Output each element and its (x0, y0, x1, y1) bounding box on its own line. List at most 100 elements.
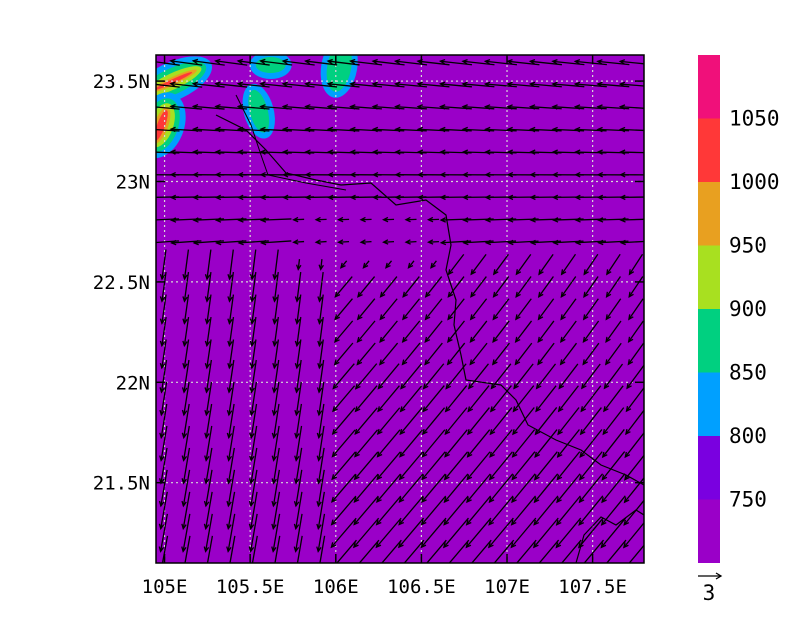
wind-vector (602, 407, 625, 436)
wind-vector-shaft (445, 363, 467, 389)
wind-vector-shaft (357, 276, 376, 298)
wind-vector-shaft (295, 381, 302, 416)
wind-vector (375, 495, 402, 526)
wind-vector-head (512, 406, 519, 413)
wind-vector (316, 381, 325, 417)
wind-vector-head (578, 519, 585, 526)
wind-vector-head (619, 239, 626, 246)
wind-vector-head (385, 262, 391, 269)
wind-vector-head (357, 291, 363, 298)
wind-vector-head (249, 362, 256, 370)
wind-vector-head (484, 149, 491, 155)
wind-vector-head (359, 216, 366, 223)
wind-vector-head (237, 217, 244, 223)
wind-vector-head (535, 383, 542, 390)
wind-vector-head (159, 409, 165, 417)
wind-vector-shaft (295, 403, 303, 438)
wind-vector-head (294, 340, 301, 348)
wind-vector-shaft (295, 469, 303, 507)
wind-vector (294, 359, 302, 394)
wind-vector-shaft (205, 403, 213, 438)
wind-vector-head (400, 383, 406, 390)
wind-vector (446, 342, 466, 366)
wind-vector-head (354, 406, 361, 413)
wind-vector-shaft (183, 294, 190, 324)
wind-vector (447, 298, 465, 321)
wind-vector-shaft (626, 386, 644, 412)
wind-vector-head (293, 500, 300, 508)
y-axis: 21.5N 22N 22.5N 23N 23.5N (93, 71, 644, 495)
wind-vector (403, 539, 425, 563)
wind-vector-shaft (376, 451, 401, 480)
wind-vector-shaft (620, 60, 644, 65)
wind-vector (181, 359, 190, 394)
wind-vector-head (447, 269, 454, 276)
wind-vector (378, 342, 399, 366)
wind-vector-head (618, 126, 626, 133)
wind-vector-head (316, 387, 323, 394)
wind-vector-shaft (205, 469, 213, 507)
wind-vector-head (507, 217, 514, 223)
wind-vector (469, 298, 488, 321)
wind-vector-head (421, 565, 426, 570)
wind-vector-head (404, 216, 411, 223)
wind-vector-head (439, 194, 446, 201)
wind-vector (272, 271, 279, 303)
wind-vector-shaft (354, 451, 379, 480)
wind-vector-head (294, 387, 300, 394)
wind-vector-head (304, 194, 311, 201)
wind-vector-head (148, 105, 153, 109)
wind-vector-head (204, 432, 210, 440)
wind-vector (558, 363, 579, 390)
wind-vector-head (515, 291, 521, 298)
wind-vector (515, 276, 532, 298)
wind-vector-head (182, 362, 188, 370)
wind-vector (326, 149, 360, 155)
wind-vector-shaft (628, 544, 644, 563)
wind-vector-head (443, 519, 450, 526)
wind-vector-shaft (182, 469, 191, 507)
y-tick-label: 23N (116, 171, 150, 193)
wind-vector-shaft (579, 451, 603, 480)
wind-vector-head (618, 104, 626, 110)
wind-vector-head (169, 171, 176, 178)
wind-vector-shaft (283, 151, 315, 154)
wind-vector-head (317, 340, 323, 348)
wind-vector-head (484, 104, 491, 110)
wind-vector-head (619, 194, 626, 201)
wind-vector-head (214, 104, 221, 110)
wind-vector-shaft (206, 339, 212, 369)
wind-vector-shaft (183, 425, 190, 461)
wind-vector-shaft (621, 240, 644, 244)
wind-vector-shaft (516, 539, 537, 563)
wind-vector-head (214, 171, 221, 178)
wind-vector (618, 81, 644, 88)
wind-vector-head (439, 217, 446, 223)
wind-vector-head (304, 171, 311, 178)
wind-vector-shaft (489, 407, 513, 435)
wind-vector (248, 469, 258, 508)
wind-vector (560, 276, 577, 298)
wind-vector-head (316, 500, 322, 508)
wind-vector-head (293, 478, 300, 485)
colorbar-swatch (698, 245, 720, 309)
wind-vector (448, 539, 470, 563)
wind-vector-shaft (274, 535, 281, 563)
wind-vector-head (226, 387, 233, 394)
wind-vector (398, 451, 424, 481)
wind-vector-shaft (206, 249, 212, 280)
wind-vector (424, 298, 443, 321)
wind-vector-head (354, 428, 361, 435)
wind-vector-shaft (228, 339, 235, 369)
wind-vector-shaft (580, 385, 602, 412)
wind-vector-head (398, 496, 405, 504)
wind-vector (424, 320, 443, 343)
wind-vector-head (159, 274, 166, 281)
wind-vector-shaft (447, 298, 465, 320)
wind-vector (580, 363, 601, 390)
wind-vector (249, 403, 258, 440)
wind-vector-head (487, 542, 494, 549)
wind-vector-head (281, 58, 289, 65)
wind-vector-head (158, 546, 165, 553)
wind-vector-head (551, 81, 558, 88)
